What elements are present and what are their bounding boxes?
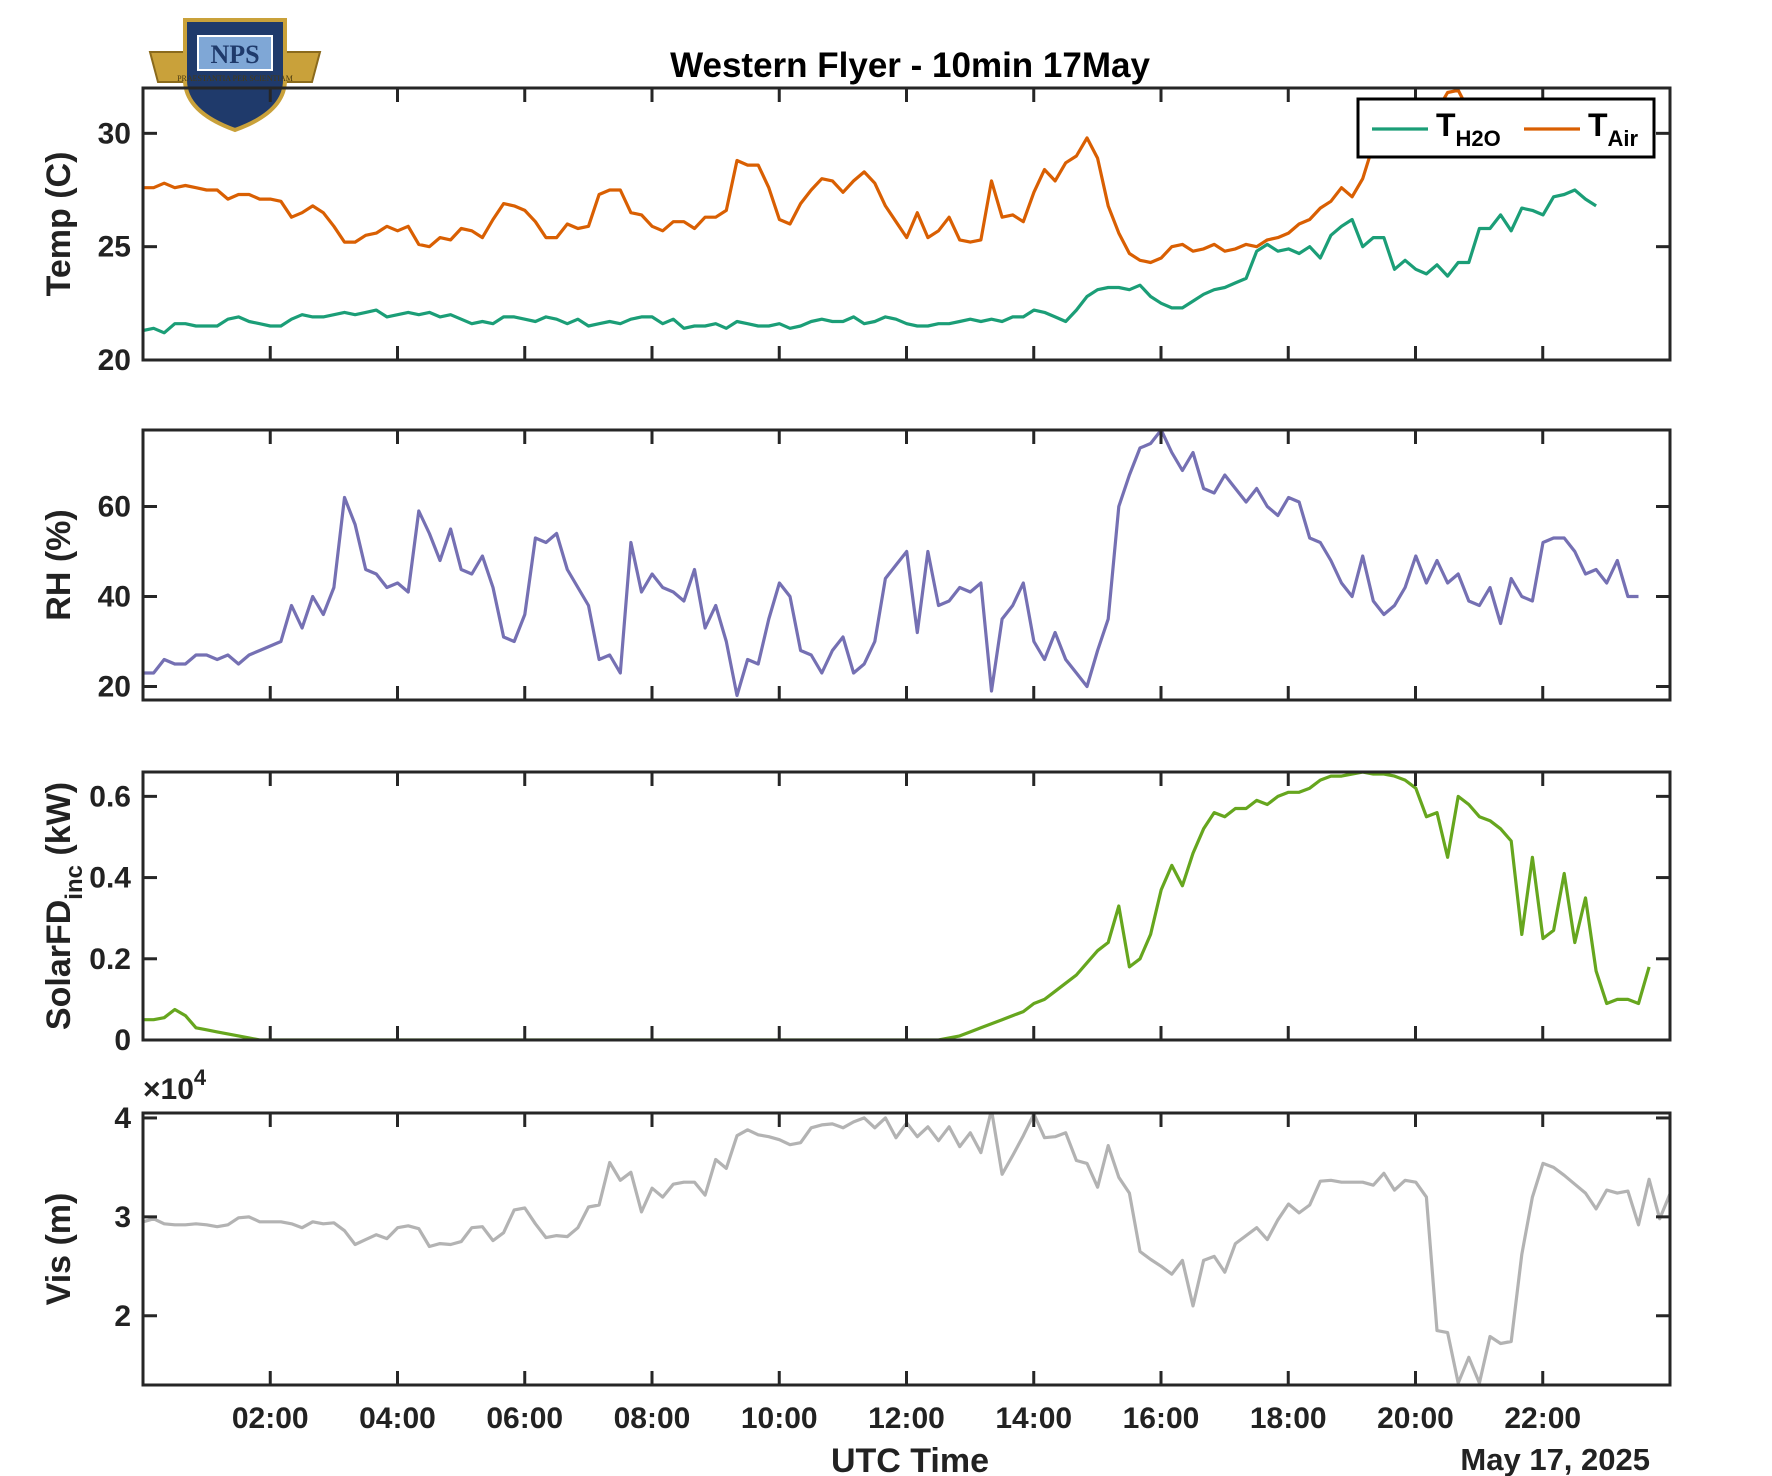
y-tick-label: 20 [98,671,131,704]
logo-text: NPS [210,40,259,69]
subplot-2: 20 40 60 RH (%) [40,428,1672,704]
y-tick-label: 0.4 [89,862,131,895]
x-tick-label: 14:00 [995,1402,1072,1435]
y-tick-label: 20 [98,344,131,377]
y-tick-label: 3 [114,1201,131,1234]
y-tick-label: 40 [98,581,131,614]
x-tick-label: 08:00 [614,1402,691,1435]
logo-shield-panel [197,35,273,71]
x-axis-label: UTC Time [831,1442,989,1476]
x-tick-label: 10:00 [741,1402,818,1435]
y-tick-label: 0.6 [89,780,131,813]
legend: TH2O TAir [1356,97,1656,159]
legend-entry: TH2O [1436,107,1501,151]
y-tick-label: 30 [98,117,131,150]
series-line-tair [143,88,1576,265]
y-tick-label: 0 [114,1024,131,1057]
x-tick-label: 22:00 [1504,1402,1581,1435]
axes-frame [141,428,1672,702]
legend-entry-subscript: H2O [1456,126,1501,151]
x-tick-label: 18:00 [1250,1402,1327,1435]
series-line-2-1 [143,430,1639,698]
legend-entry-base: T [1436,107,1456,143]
x-tick-label: 12:00 [868,1402,945,1435]
y-tick-label: 25 [98,231,131,264]
date-label: May 17, 2025 [1460,1442,1650,1476]
series-line-th2o [143,188,1597,335]
legend-entry-subscript: Air [1608,126,1639,151]
y-axis-label: RH (%) [40,509,78,620]
x-tick-label: 20:00 [1377,1402,1454,1435]
y-axis-label: Vis (m) [40,1193,78,1306]
chart-title: Western Flyer - 10min 17May [670,46,1150,85]
axes-frame [141,1111,1672,1387]
y-axis-label-unit: (kW) [40,782,78,865]
y-axis-label: Temp (C) [40,152,78,297]
y-tick-label: 4 [114,1102,131,1135]
legend-entry-base: T [1588,107,1608,143]
nps-logo: NPS PRAESTANTIA PER SCIENTIAM [148,18,322,133]
x-tick-label: 06:00 [486,1402,563,1435]
legend-entry: TAir [1588,107,1639,151]
y-axis-label-base: SolarFD [40,900,78,1030]
y-tick-label: 2 [114,1300,131,1333]
x-tick-label: 02:00 [232,1402,309,1435]
y-tick-label: 0.2 [89,943,131,976]
y-tick-label: 60 [98,491,131,524]
y-exponent-label: ×104 [143,1065,207,1106]
axes-frame [141,770,1672,1042]
exponent-base: ×10 [143,1073,194,1106]
y-axis-label: SolarFDinc (kW) [40,782,88,1030]
y-axis-label-subscript: inc [61,865,88,900]
x-tick-label: 04:00 [359,1402,436,1435]
series-line-3-1 [143,772,1651,1040]
exponent-power: 4 [194,1065,207,1090]
x-tick-label: 16:00 [1123,1402,1200,1435]
series-line-4-1 [143,1113,1670,1385]
logo-motto: PRAESTANTIA PER SCIENTIAM [177,74,293,83]
